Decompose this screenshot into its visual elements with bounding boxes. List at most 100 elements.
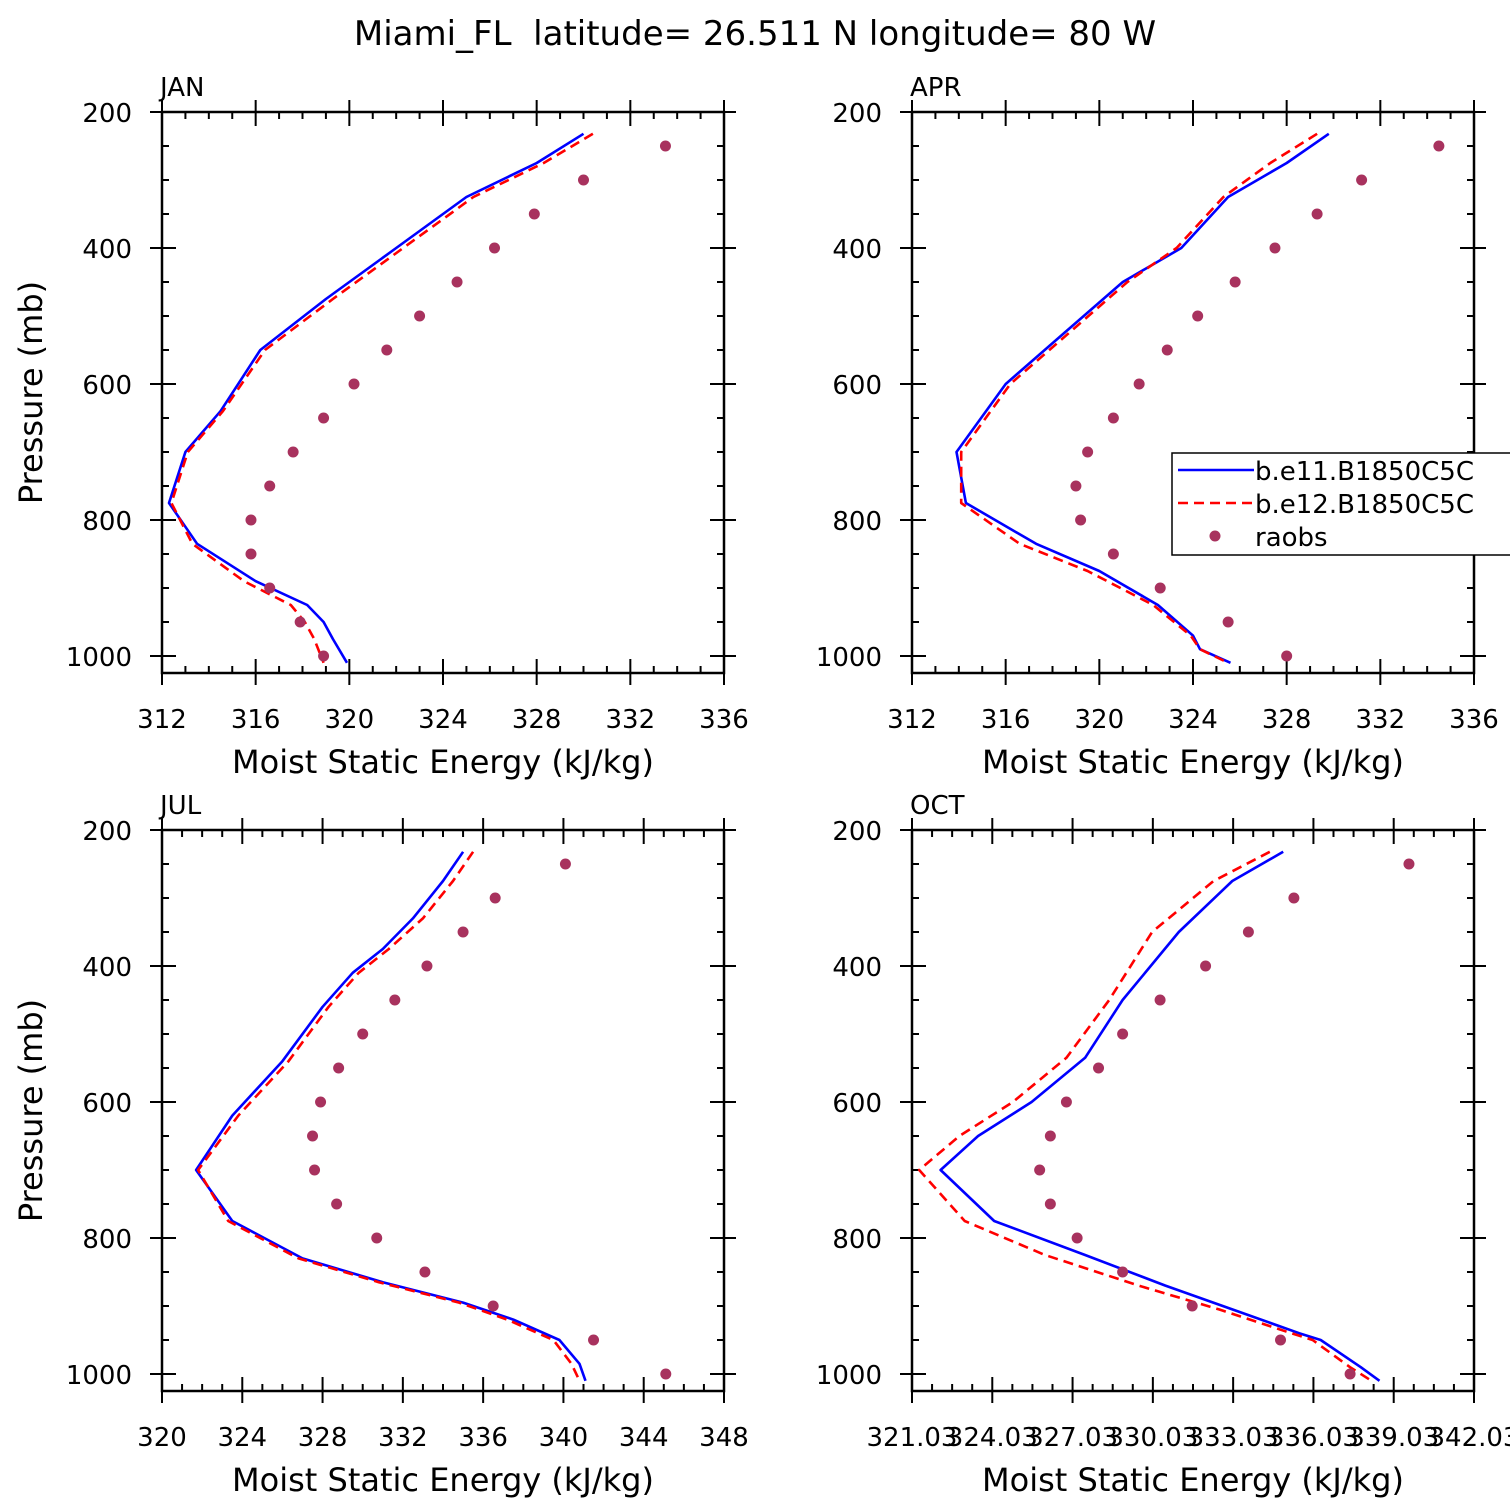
raobs-point (1133, 378, 1145, 390)
raobs-point (307, 1130, 319, 1142)
raobs-point (264, 480, 276, 492)
raobs-point (1161, 344, 1173, 356)
y-tick-label: 1000 (66, 1361, 132, 1391)
raobs-point (1186, 1300, 1198, 1312)
raobs-point (333, 1062, 345, 1074)
raobs-point (309, 1164, 321, 1176)
x-tick-label: 327.03 (1027, 1423, 1118, 1453)
y-tick-label: 1000 (816, 1361, 882, 1391)
raobs-point (357, 1028, 369, 1040)
x-tick-label: 324 (1168, 705, 1218, 735)
x-tick-label: 333.03 (1188, 1423, 1279, 1453)
raobs-point (588, 1334, 600, 1346)
panel-jan: JAN 312 316 320 324 328 332 336 200 400 600 800 1000… (12, 73, 749, 781)
raobs-point (421, 960, 433, 972)
y-tick-label: 200 (832, 99, 882, 129)
raobs-point (1192, 310, 1204, 322)
x-tick-label: 328 (1262, 705, 1312, 735)
raobs-point (1222, 616, 1234, 628)
raobs-point (1107, 412, 1119, 424)
x-axis-label: Moist Static Energy (kJ/kg) (982, 1461, 1404, 1499)
panel-oct: OCT321.03324.03327.03330.03333.03336.033… (816, 791, 1510, 1499)
raobs-point (451, 276, 463, 288)
y-tick-label: 1000 (816, 643, 882, 673)
y-tick-label: 200 (82, 99, 132, 129)
model-e11-line (194, 851, 587, 1382)
model-e12-line (196, 851, 581, 1382)
panel-apr: APR 312 316 320 324 328 332 336 200 400 600 800 1000… (816, 73, 1499, 781)
raobs-point (348, 378, 360, 390)
model-e11-line (939, 850, 1381, 1382)
raobs-point (1356, 174, 1368, 186)
raobs-point (457, 926, 469, 938)
raobs-point (1344, 1368, 1356, 1380)
raobs-point (1269, 242, 1281, 254)
y-tick-label: 200 (832, 817, 882, 847)
x-tick-label: 312 (137, 705, 187, 735)
x-tick-label: 316 (981, 705, 1031, 735)
x-tick-label: 312 (887, 705, 937, 735)
plot-frame (160, 110, 726, 675)
raobs-point (487, 1300, 499, 1312)
raobs-point (1117, 1028, 1129, 1040)
legend-label: b.e11.B1850C5C (1255, 457, 1474, 487)
x-tick-label: 328 (512, 705, 562, 735)
x-axis-label: Moist Static Energy (kJ/kg) (232, 1461, 654, 1499)
y-tick-label: 200 (82, 817, 132, 847)
y-tick-label: 600 (832, 371, 882, 401)
raobs-point (489, 892, 501, 904)
raobs-point (559, 858, 571, 870)
raobs-point (1044, 1130, 1056, 1142)
x-tick-label: 336 (458, 1423, 508, 1453)
raobs-point (659, 140, 671, 152)
raobs-point (287, 446, 299, 458)
plot-frame (160, 828, 726, 1393)
y-tick-label: 600 (82, 371, 132, 401)
model-e11-line (167, 132, 585, 664)
x-tick-label: 321.03 (867, 1423, 958, 1453)
raobs-point (264, 582, 276, 594)
raobs-point (318, 650, 330, 662)
raobs-point (381, 344, 393, 356)
y-tick-label: 400 (832, 235, 882, 265)
raobs-point (1075, 514, 1087, 526)
x-tick-label: 320 (137, 1423, 187, 1453)
x-tick-label: 336 (1449, 705, 1499, 735)
raobs-point (660, 1368, 672, 1380)
raobs-point (1200, 960, 1212, 972)
x-tick-label: 332 (606, 705, 656, 735)
raobs-point (419, 1266, 431, 1278)
y-tick-label: 1000 (66, 643, 132, 673)
raobs-point (1229, 276, 1241, 288)
model-e12-line (917, 850, 1373, 1382)
y-tick-label: 800 (832, 507, 882, 537)
raobs-point (1060, 1096, 1072, 1108)
x-tick-label: 348 (699, 1423, 749, 1453)
x-tick-label: 324 (418, 705, 468, 735)
raobs-point (1117, 1266, 1129, 1278)
raobs-point (1433, 140, 1445, 152)
y-tick-label: 800 (82, 1225, 132, 1255)
raobs-point (389, 994, 401, 1006)
x-tick-label: 320 (325, 705, 375, 735)
y-tick-label: 800 (832, 1225, 882, 1255)
y-tick-label: 400 (832, 953, 882, 983)
raobs-point (1093, 1062, 1105, 1074)
model-e11-line (955, 132, 1330, 664)
raobs-point (245, 548, 257, 560)
x-tick-label: 332 (1356, 705, 1406, 735)
x-tick-label: 316 (231, 705, 281, 735)
x-tick-label: 332 (378, 1423, 428, 1453)
raobs-point (528, 208, 540, 220)
raobs-point (1281, 650, 1293, 662)
raobs-point (1034, 1164, 1046, 1176)
x-tick-label: 336.03 (1268, 1423, 1359, 1453)
x-tick-label: 339.03 (1348, 1423, 1439, 1453)
x-tick-label: 324 (217, 1423, 267, 1453)
y-axis-label: Pressure (mb) (12, 281, 50, 504)
raobs-point (1154, 582, 1166, 594)
legend-label: raobs (1255, 523, 1328, 553)
x-axis-label: Moist Static Energy (kJ/kg) (982, 743, 1404, 781)
